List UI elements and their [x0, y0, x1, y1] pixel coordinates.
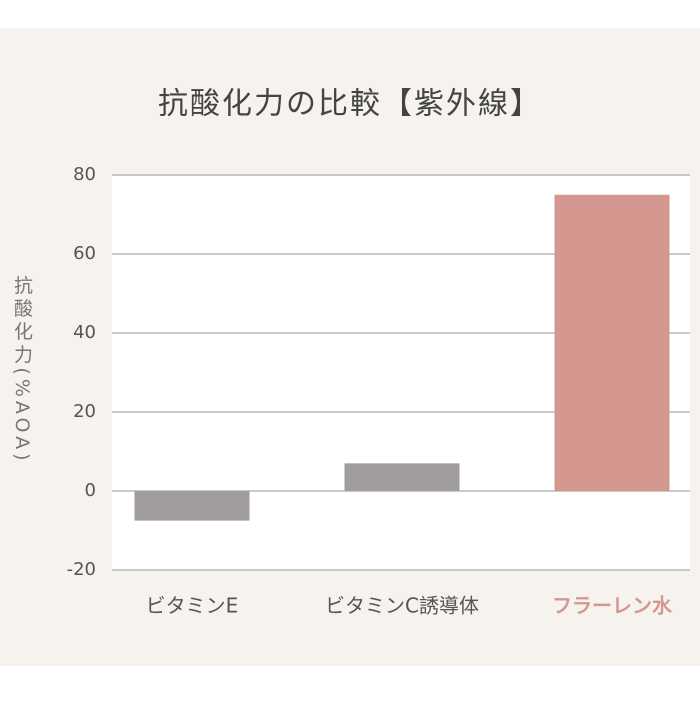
bar: [344, 463, 460, 491]
y-axis-label: 抗酸化力(%AOA): [11, 275, 33, 464]
y-tick-label: 60: [73, 243, 96, 264]
y-tick-label: 80: [73, 164, 96, 185]
y-tick-label: -20: [67, 559, 96, 580]
x-tick-label: ビタミンE: [146, 594, 239, 618]
y-tick-label: 20: [73, 401, 96, 422]
bar: [134, 491, 250, 521]
bar: [554, 194, 670, 491]
x-tick-label: ビタミンC誘導体: [325, 594, 479, 618]
chart-title: 抗酸化力の比較【紫外線】: [158, 87, 542, 122]
y-tick-label: 0: [85, 480, 96, 501]
x-tick-label: フラーレン水: [552, 594, 673, 618]
y-tick-label: 40: [73, 322, 96, 343]
